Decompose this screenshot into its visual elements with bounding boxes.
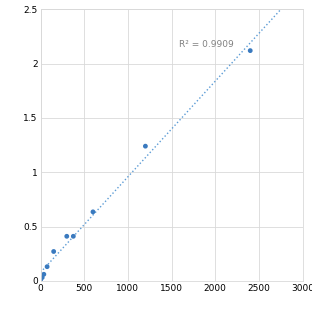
Point <box>38 277 43 282</box>
Point <box>71 234 76 239</box>
Point <box>64 234 69 239</box>
Point <box>45 264 50 269</box>
Point <box>40 275 45 280</box>
Text: R² = 0.9909: R² = 0.9909 <box>178 40 233 49</box>
Point <box>143 144 148 149</box>
Point <box>41 272 46 277</box>
Point <box>51 249 56 254</box>
Point <box>248 48 253 53</box>
Point <box>90 209 95 214</box>
